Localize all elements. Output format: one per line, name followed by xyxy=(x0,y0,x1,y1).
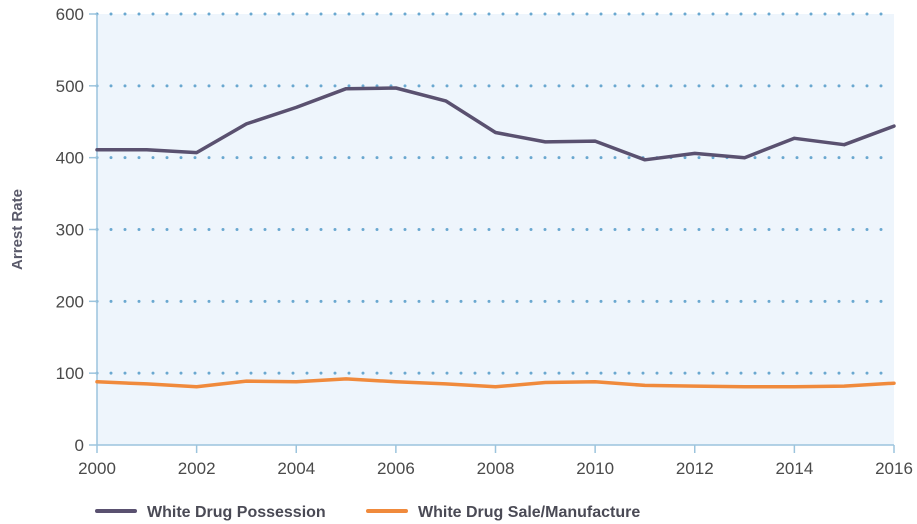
x-tick-label-2006: 2006 xyxy=(377,459,415,478)
x-tick-label-2002: 2002 xyxy=(178,459,216,478)
y-axis-title: Arrest Rate xyxy=(9,189,26,270)
series-line-2 xyxy=(95,377,896,389)
y-tick-label-100: 100 xyxy=(56,364,84,383)
y-tick-label-0: 0 xyxy=(75,436,84,455)
legend-label-2: White Drug Sale/Manufacture xyxy=(418,504,640,521)
y-tick-labels: 0 100 200 300 400 500 600 xyxy=(56,5,84,455)
x-tick-label-2016: 2016 xyxy=(875,459,913,478)
y-tick-label-400: 400 xyxy=(56,149,84,168)
y-tick-label-200: 200 xyxy=(56,292,84,311)
axes xyxy=(89,13,895,453)
legend-label-1: White Drug Possession xyxy=(147,504,326,521)
x-tick-labels: 2000 2002 2004 2006 2008 2010 2012 2014 2016 xyxy=(78,459,913,478)
x-tick-label-2000: 2000 xyxy=(78,459,116,478)
x-tick-label-2008: 2008 xyxy=(477,459,515,478)
series-lines xyxy=(95,86,896,389)
y-tick-label-300: 300 xyxy=(56,221,84,240)
x-tick-label-2012: 2012 xyxy=(676,459,714,478)
x-tick-label-2010: 2010 xyxy=(576,459,614,478)
x-tick-label-2014: 2014 xyxy=(775,459,813,478)
y-tick-label-600: 600 xyxy=(56,5,84,24)
series-line-1 xyxy=(95,86,896,162)
plot-background xyxy=(97,14,894,445)
y-tick-label-500: 500 xyxy=(56,77,84,96)
legend: White Drug Possession White Drug Sale/Man… xyxy=(95,504,640,521)
x-tick-label-2004: 2004 xyxy=(277,459,315,478)
